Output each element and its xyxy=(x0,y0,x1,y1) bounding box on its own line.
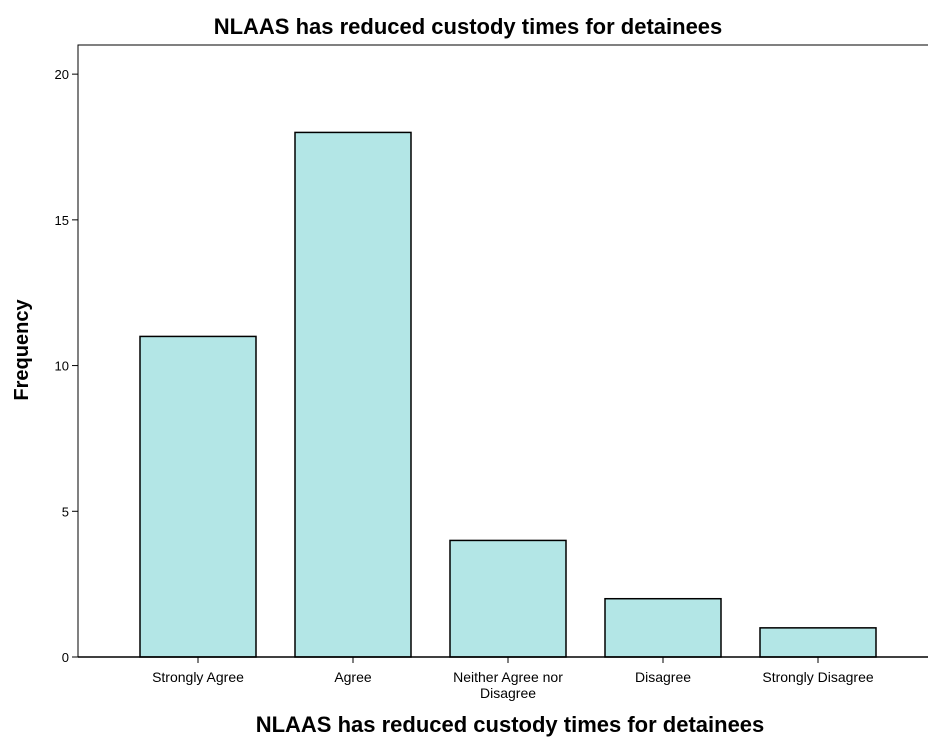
x-axis: Strongly Agree Agree Neither Agree norDisa… xyxy=(78,656,928,701)
x-axis-label: NLAAS has reduced custody times for deta… xyxy=(256,712,765,737)
bars xyxy=(139,131,877,658)
bar-0 xyxy=(139,335,257,658)
x-category-label: Disagree xyxy=(480,685,536,701)
x-category-label: Neither Agree nor xyxy=(453,669,563,685)
bar-1 xyxy=(294,131,412,658)
bar-3 xyxy=(604,597,722,658)
x-category-label: Strongly Agree xyxy=(152,669,244,685)
x-category-label: Disagree xyxy=(635,669,691,685)
y-tick-label: 0 xyxy=(62,650,69,665)
y-axis-label: Frequency xyxy=(11,299,33,401)
y-tick-label: 10 xyxy=(55,359,69,374)
y-tick-label: 20 xyxy=(55,67,69,82)
y-tick-label: 15 xyxy=(55,213,69,228)
bar-2 xyxy=(449,539,567,658)
y-tick-label: 5 xyxy=(62,504,69,519)
y-axis: 0 5 10 15 20 xyxy=(55,67,78,665)
chart-title: NLAAS has reduced custody times for deta… xyxy=(214,14,723,39)
x-category-label: Agree xyxy=(334,669,372,685)
bar-4 xyxy=(759,627,877,658)
x-category-label: Strongly Disagree xyxy=(762,669,873,685)
